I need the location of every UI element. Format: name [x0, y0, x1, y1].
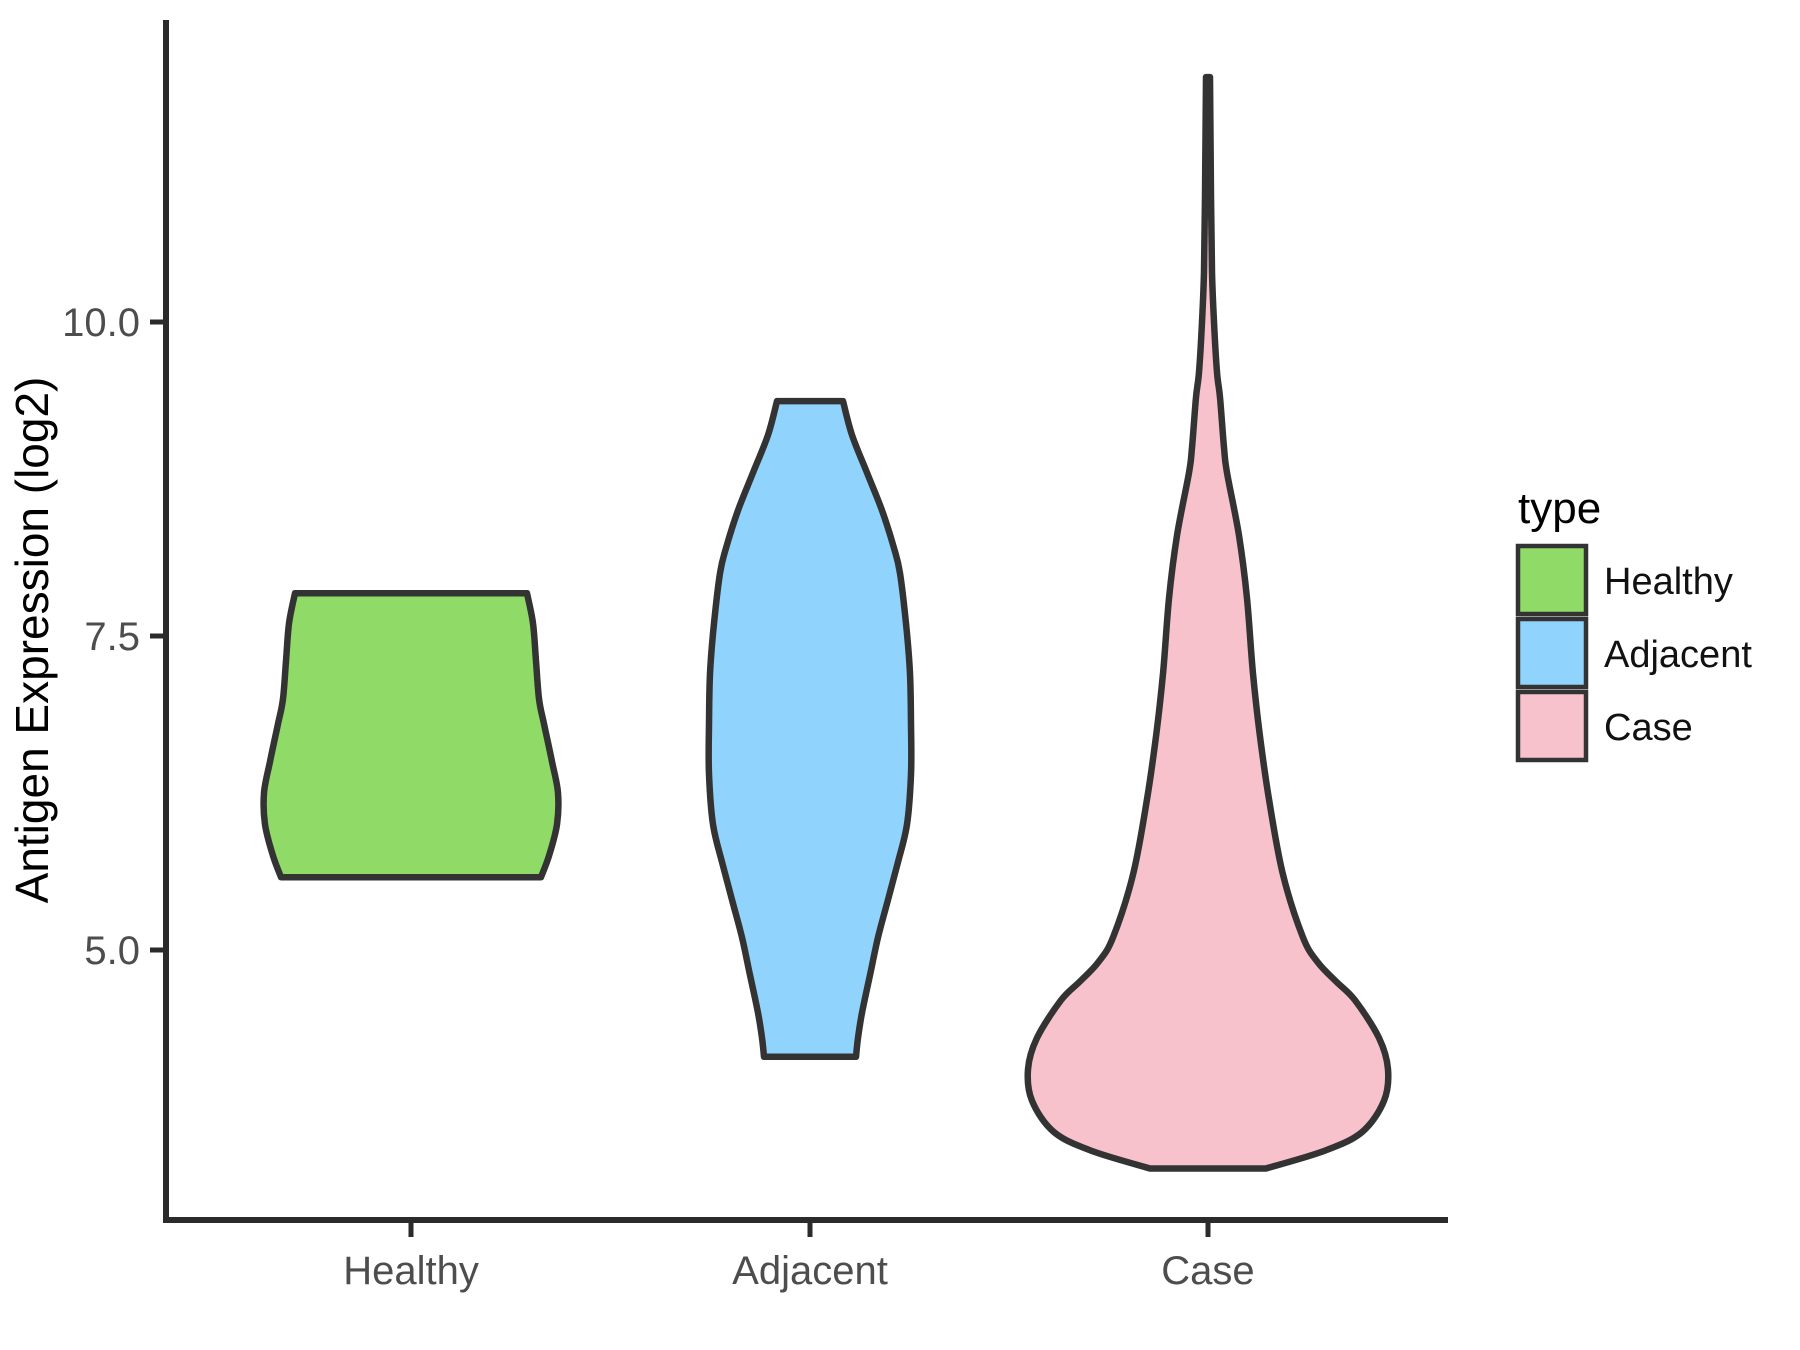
legend: type Healthy Adjacent Case [1515, 484, 1752, 763]
x-category-label: Adjacent [732, 1249, 888, 1293]
legend-items: Healthy Adjacent Case [1515, 543, 1752, 763]
legend-title: type [1518, 484, 1601, 533]
legend-key-adjacent [1515, 616, 1589, 690]
y-tick-label: 7.5 [84, 615, 140, 659]
x-category-label: Case [1161, 1249, 1254, 1293]
y-axis-title: Antigen Expression (log2) [6, 377, 58, 904]
y-axis-ticks: 10.0 7.5 5.0 [62, 301, 166, 973]
y-tick-label: 10.0 [62, 301, 140, 345]
legend-label-adjacent: Adjacent [1604, 634, 1752, 676]
violin-group [260, 73, 1392, 1172]
x-category-label: Healthy [343, 1249, 479, 1293]
y-tick-label: 5.0 [84, 929, 140, 973]
violin-case [1024, 73, 1392, 1172]
legend-key-case [1515, 689, 1589, 763]
violin-healthy [260, 590, 562, 881]
legend-key-healthy [1515, 543, 1589, 617]
x-axis-ticks: Healthy Adjacent Case [343, 1220, 1255, 1293]
violin-adjacent [705, 397, 915, 1061]
legend-label-healthy: Healthy [1604, 561, 1733, 603]
legend-label-case: Case [1604, 707, 1693, 749]
